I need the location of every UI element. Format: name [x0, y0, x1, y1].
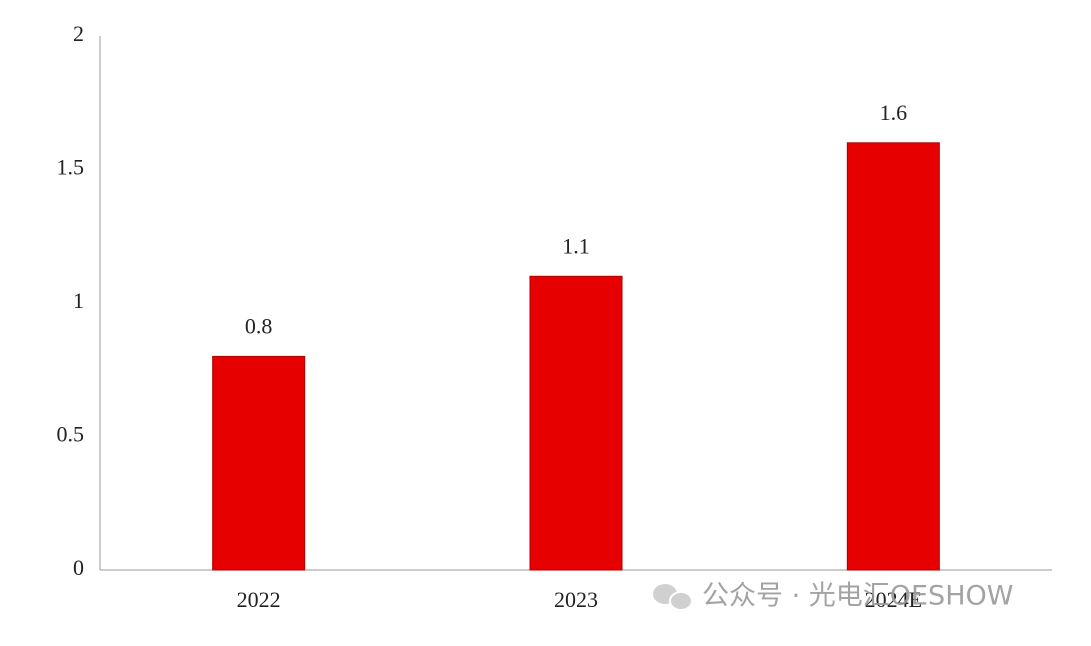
- value-label: 1.6: [880, 100, 908, 125]
- watermark: 公众号 · 光电汇OESHOW: [702, 581, 1013, 612]
- bar: [212, 355, 306, 571]
- bar: [846, 142, 940, 571]
- y-tick-label: 1.5: [57, 155, 85, 180]
- bar: [529, 275, 623, 571]
- y-tick-label: 0: [73, 555, 84, 580]
- x-tick-label: 2024E: [865, 587, 922, 612]
- y-tick-label: 1: [73, 288, 84, 313]
- watermark-icon: [653, 584, 693, 611]
- x-tick-label: 2022: [237, 587, 281, 612]
- y-tick-label: 0.5: [57, 422, 85, 447]
- value-label: 1.1: [562, 233, 590, 258]
- y-tick-label: 2: [73, 21, 84, 46]
- x-tick-label: 2023: [554, 587, 598, 612]
- value-label: 0.8: [245, 313, 273, 338]
